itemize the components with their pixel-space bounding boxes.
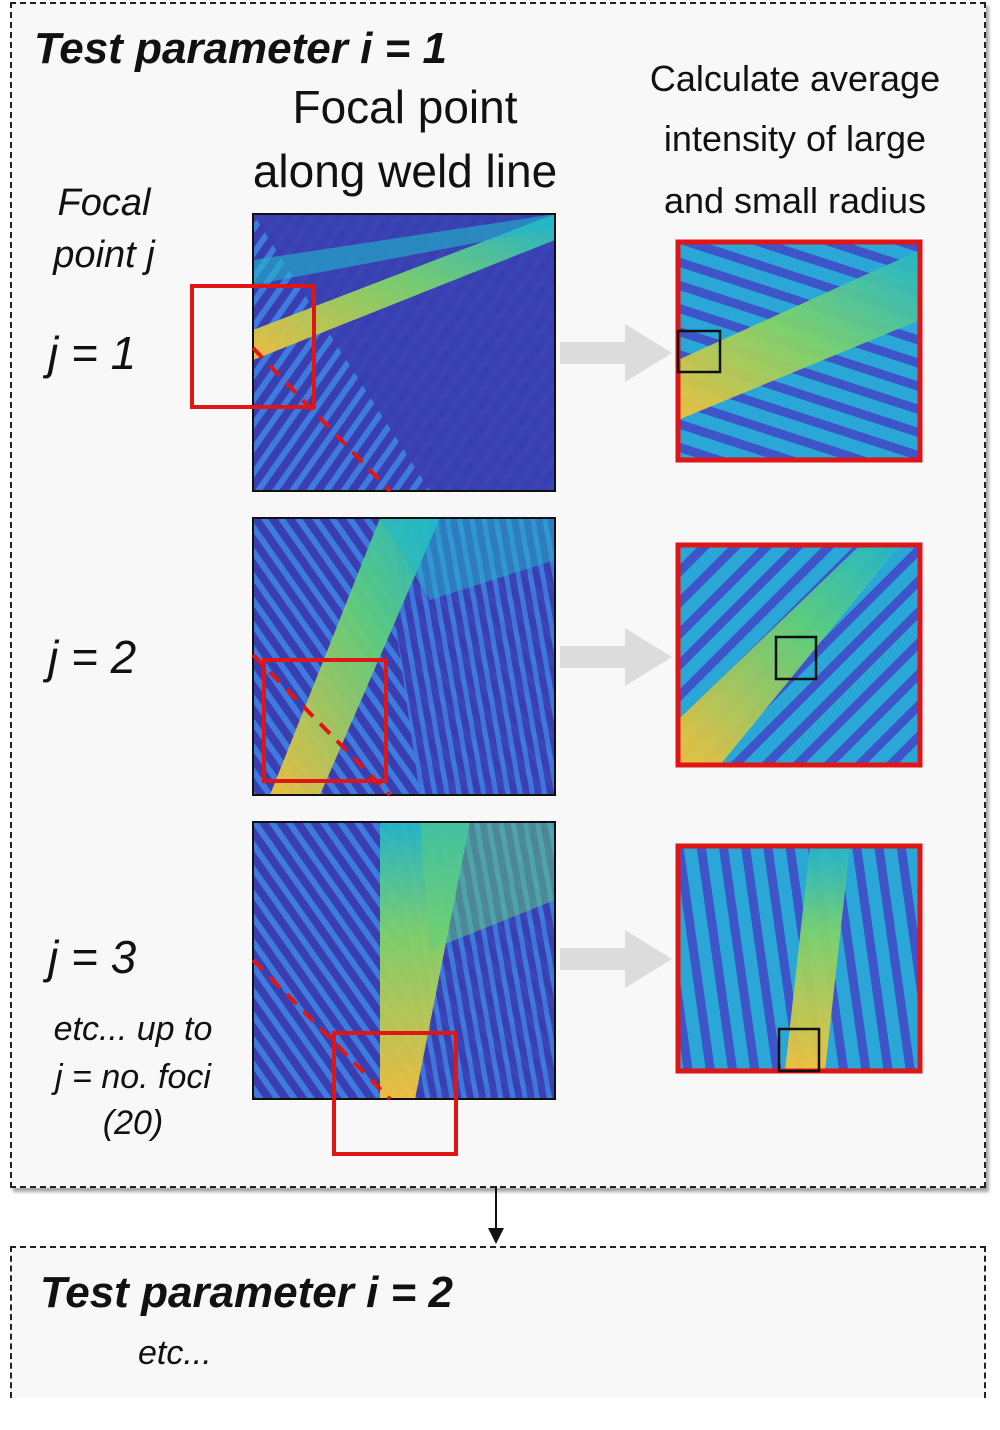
zoom-map-j3 [678,846,920,1071]
field-map-j1 [253,214,555,491]
focal-box-j1 [190,284,316,409]
column-title-line1: Focal point [292,81,518,133]
weld-line-j3 [251,958,392,1101]
right-title-line1: Calculate average [649,58,941,99]
arrow-j1 [560,324,672,382]
footnote-line2: j = no. foci [55,1058,211,1096]
radius-box-j3 [777,1027,821,1073]
field-map-j1-frame [252,213,556,492]
panel2-subtitle: etc... [138,1334,212,1372]
footnote-line1: etc... up to [53,1010,213,1048]
weld-line-j1 [251,346,392,493]
focal-box-j3 [332,1031,458,1156]
row-label-j1: j = 1 [48,327,137,379]
weld-line-j2 [251,653,392,797]
radius-box-j1 [676,329,722,374]
row-header-line2: point j [53,234,155,276]
panel2-title: Test parameter i = 2 [40,1268,453,1317]
right-title-line3: and small radius [663,180,927,221]
panel1-title: Test parameter i = 1 [34,24,447,73]
field-map-j2 [253,518,555,795]
row-label-j2: j = 2 [48,631,137,683]
right-title-line2: intensity of large [663,118,927,159]
zoom-map-j2 [678,545,920,765]
arrow-j2 [560,628,672,686]
zoom-map-j1 [678,242,920,460]
row-label-j3: j = 3 [48,931,137,983]
panel-parameter-2 [10,1246,986,1398]
focal-box-j2 [262,658,388,783]
zoom-frame-j2 [675,542,923,768]
row-header-line1: Focal [57,182,151,224]
footnote-line3: (20) [102,1104,164,1142]
connector-arrow [488,1186,504,1244]
arrow-j3 [560,930,672,988]
field-map-j3 [253,822,555,1099]
column-title-line2: along weld line [252,145,558,197]
radius-box-j2 [774,635,818,681]
